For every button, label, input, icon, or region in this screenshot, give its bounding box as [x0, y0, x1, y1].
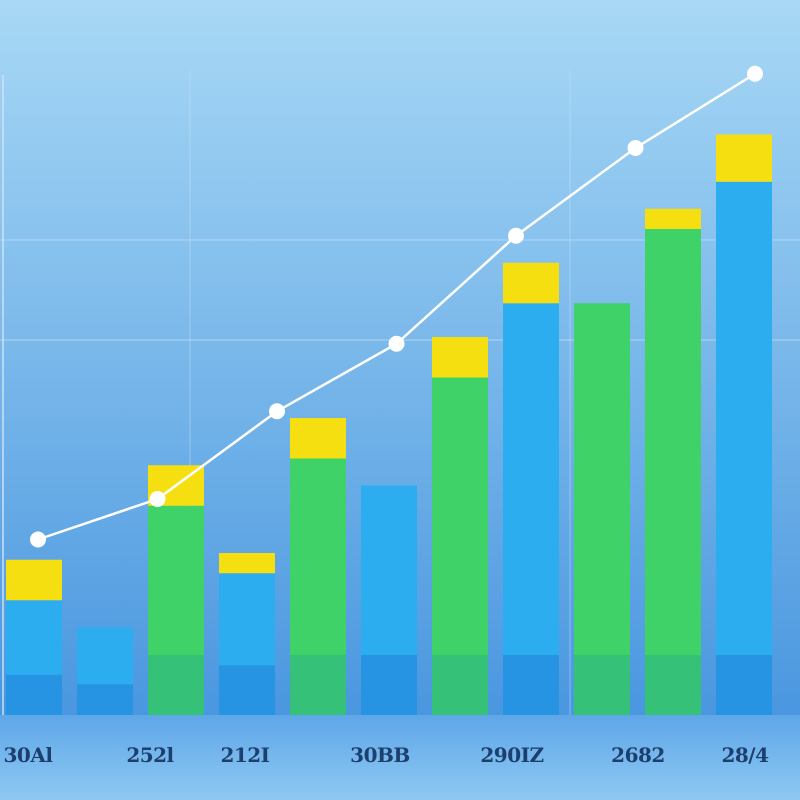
- bar-1: [6, 559, 62, 715]
- x-tick-label: 212I: [220, 743, 269, 767]
- bar-3: [148, 465, 204, 715]
- trend-point-5: [508, 227, 524, 244]
- trend-point-2: [149, 491, 166, 507]
- bar-cap: [503, 262, 559, 304]
- bar-9: [574, 303, 630, 715]
- bar-body: [361, 485, 417, 715]
- line-series: [30, 65, 763, 548]
- bar-shade: [574, 655, 630, 715]
- x-tick-label: 2682: [611, 743, 665, 767]
- bar-6: [361, 485, 417, 715]
- bar-shade: [503, 655, 559, 715]
- trend-point-4: [388, 335, 405, 352]
- bar-2: [77, 627, 133, 715]
- x-tick-label: 252l: [126, 743, 174, 767]
- bar-body: [574, 303, 630, 715]
- bar-8: [503, 262, 559, 715]
- bar-7: [432, 337, 488, 715]
- bar-body: [6, 600, 62, 715]
- x-tick-label: 28/4: [721, 743, 769, 767]
- trend-point-7: [747, 65, 763, 82]
- bar-11: [716, 134, 772, 715]
- bar-shade: [361, 655, 417, 715]
- bar-cap: [6, 559, 62, 601]
- bar-4: [219, 553, 275, 715]
- bar-body: [645, 229, 701, 715]
- bar-shade: [77, 684, 133, 715]
- bar-shade: [6, 674, 62, 715]
- bar-shade: [716, 655, 772, 715]
- trend-point-3: [269, 403, 285, 420]
- bar-cap: [290, 418, 346, 459]
- bar-body: [290, 458, 346, 715]
- trend-point-1: [30, 531, 46, 548]
- bar-shade: [290, 655, 346, 715]
- bar-shade: [432, 655, 488, 715]
- bar-10: [645, 208, 701, 715]
- bar-5: [290, 418, 346, 715]
- bar-shade: [148, 655, 204, 715]
- bar-body: [432, 377, 488, 715]
- bar-body: [77, 627, 133, 715]
- bar-body: [219, 573, 275, 715]
- bar-series: [6, 134, 772, 715]
- bar-body: [503, 303, 559, 715]
- x-tick-label: 290IZ: [480, 743, 543, 767]
- bar-shade: [219, 665, 275, 715]
- bar-cap: [645, 208, 701, 229]
- bar-cap: [432, 337, 488, 378]
- x-axis-labels: 30Al 252l 212I 30BB 290IZ 2682 28/4: [4, 743, 770, 767]
- trend-point-6: [627, 140, 644, 156]
- bar-body: [716, 181, 772, 715]
- x-tick-label: 30BB: [350, 743, 410, 767]
- chart-floor: [0, 715, 800, 800]
- x-tick-label: 30Al: [4, 743, 54, 767]
- bar-shade: [645, 655, 701, 715]
- bar-body: [148, 505, 204, 715]
- bar-cap: [219, 553, 275, 574]
- bar-cap: [716, 134, 772, 182]
